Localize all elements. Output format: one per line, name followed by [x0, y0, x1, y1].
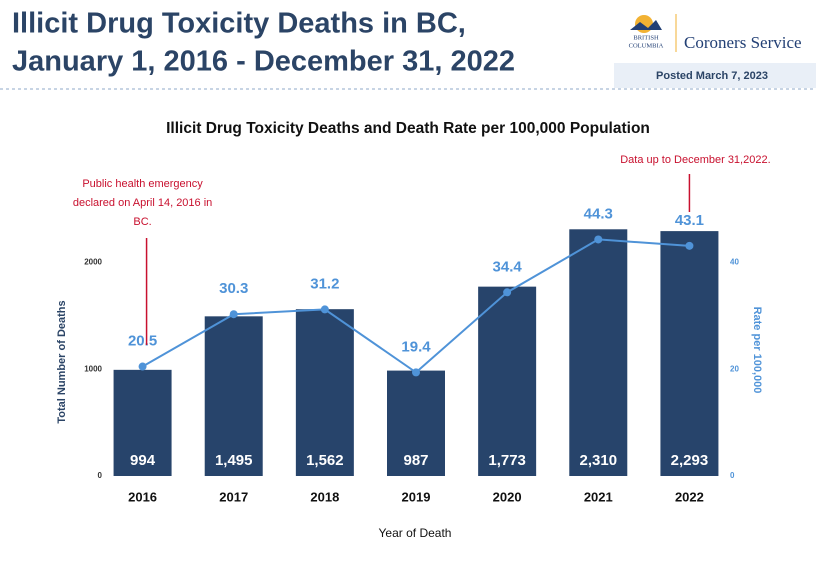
bar-value-label: 2,310 — [580, 452, 618, 469]
rate-label: 34.4 — [493, 258, 523, 275]
y2-tick-label: 20 — [730, 364, 739, 373]
x-tick-label: 2020 — [493, 489, 522, 504]
x-tick-label: 2021 — [584, 489, 613, 504]
rate-label: 31.2 — [310, 275, 339, 292]
x-tick-label: 2018 — [310, 489, 339, 504]
posted-box — [614, 63, 816, 88]
rate-point — [503, 288, 512, 297]
rate-label: 20.5 — [128, 332, 157, 349]
x-tick-label: 2017 — [219, 489, 248, 504]
rate-point — [320, 305, 329, 314]
rate-label: 19.4 — [401, 338, 431, 355]
x-axis-title: Year of Death — [379, 526, 452, 540]
rate-point — [229, 310, 238, 319]
x-tick-label: 2016 — [128, 489, 157, 504]
logo-mountain — [630, 20, 662, 30]
bar-value-label: 987 — [403, 452, 428, 469]
bar-value-label: 994 — [130, 452, 156, 469]
rate-label: 30.3 — [219, 280, 248, 297]
chart-title: Illicit Drug Toxicity Deaths and Death R… — [166, 120, 650, 137]
bar — [113, 369, 172, 476]
x-tick-label: 2019 — [402, 489, 431, 504]
rate-label: 44.3 — [584, 205, 613, 222]
y-tick-label: 1000 — [84, 364, 102, 373]
bar-value-label: 1,495 — [215, 452, 253, 469]
y2-tick-label: 40 — [730, 258, 739, 267]
organization: Coroners Service — [684, 33, 802, 52]
posted-date: Posted March 7, 2023 — [656, 70, 768, 82]
bar-value-label: 1,562 — [306, 452, 344, 469]
annotation-text: Public health emergency — [82, 178, 203, 190]
y-axis-title: Total Number of Deaths — [56, 300, 68, 423]
y-tick-label: 2000 — [84, 258, 102, 267]
y2-axis-title: Rate per 100,000 — [751, 307, 763, 394]
y-tick-label: 0 — [98, 471, 103, 480]
bar — [478, 286, 537, 476]
rate-point — [138, 362, 147, 371]
rate-point — [594, 235, 603, 244]
rate-point — [685, 241, 694, 250]
annotation-text: declared on April 14, 2016 in — [73, 197, 212, 209]
bar-value-label: 2,293 — [671, 452, 709, 469]
annotation-text: Data up to December 31,2022. — [620, 154, 770, 166]
bar — [204, 316, 263, 476]
bar — [295, 309, 354, 476]
slide-title: January 1, 2016 - December 31, 2022 — [12, 46, 515, 78]
bar — [569, 229, 628, 476]
y2-tick-label: 0 — [730, 471, 735, 480]
x-tick-label: 2022 — [675, 489, 704, 504]
bar — [387, 370, 445, 476]
annotation-text: BC. — [133, 216, 151, 228]
bar-value-label: 1,773 — [488, 452, 526, 469]
logo: BRITISH COLUMBIA — [629, 14, 677, 52]
logo-text: BRITISH — [633, 34, 659, 41]
slide-title: Illicit Drug Toxicity Deaths in BC, — [12, 8, 466, 40]
bar — [660, 231, 719, 476]
logo-text: COLUMBIA — [629, 42, 664, 49]
rate-label: 43.1 — [675, 212, 704, 229]
rate-point — [412, 368, 420, 377]
